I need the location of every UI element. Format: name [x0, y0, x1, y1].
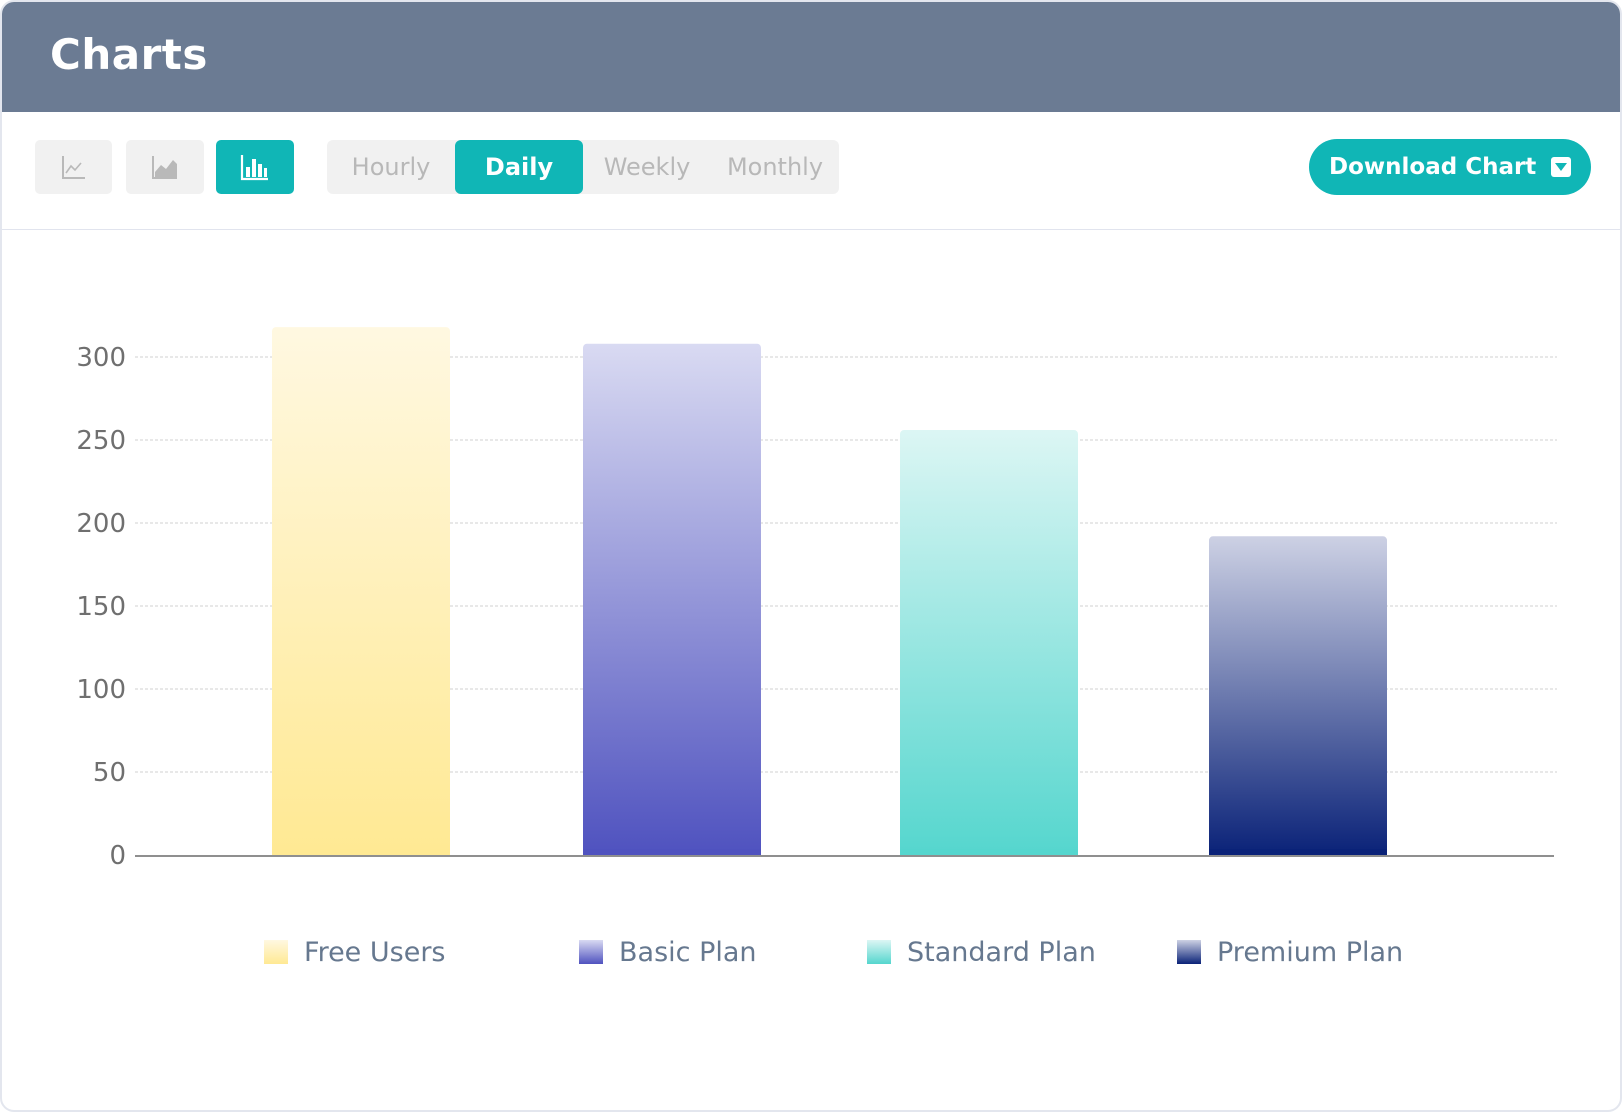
legend-item-free-users[interactable]: Free Users	[264, 932, 446, 972]
legend-swatch	[1177, 940, 1201, 964]
line-chart-button[interactable]	[35, 140, 112, 194]
card-header: Charts	[2, 2, 1620, 112]
y-tick-label: 100	[76, 675, 126, 705]
chart-toolbar: Hourly Daily Weekly Monthly Download Cha…	[2, 112, 1620, 230]
bar-chart-icon	[240, 155, 268, 181]
line-chart-icon	[61, 156, 85, 179]
area-chart-button[interactable]	[126, 140, 204, 194]
range-daily-button[interactable]: Daily	[455, 140, 583, 194]
download-chart-label: Download Chart	[1329, 154, 1537, 180]
range-weekly-button[interactable]: Weekly	[603, 153, 691, 181]
bar-chart-button[interactable]	[216, 140, 294, 194]
legend-swatch	[867, 940, 891, 964]
dropdown-arrow-icon	[1551, 157, 1571, 177]
legend-swatch	[579, 940, 603, 964]
y-tick-label: 50	[93, 758, 126, 788]
legend-item-premium-plan[interactable]: Premium Plan	[1177, 932, 1403, 972]
download-chart-button[interactable]: Download Chart	[1309, 139, 1591, 195]
chart-area: 0 50 100 150 200 250 300	[2, 232, 1620, 932]
legend-item-standard-plan[interactable]: Standard Plan	[867, 932, 1096, 972]
bar-premium-plan	[1209, 536, 1387, 855]
legend-label: Standard Plan	[907, 936, 1096, 968]
bar-chart: 0 50 100 150 200 250 300	[76, 327, 1557, 871]
bar-base-standard-plan	[900, 849, 1078, 855]
time-range-selector: Hourly Daily Weekly Monthly	[327, 140, 839, 194]
bar-base-basic-plan	[583, 849, 761, 855]
bar-standard-plan	[900, 430, 1078, 855]
y-tick-label: 200	[76, 509, 126, 539]
y-tick-label: 300	[76, 343, 126, 373]
y-tick-label: 0	[109, 841, 126, 871]
legend-label: Premium Plan	[1217, 936, 1404, 968]
bar-free-users	[272, 327, 450, 855]
range-monthly-button[interactable]: Monthly	[726, 153, 824, 181]
bar-basic-plan	[583, 343, 761, 855]
page-title: Charts	[50, 30, 208, 79]
bar-base-premium-plan	[1209, 849, 1387, 855]
range-hourly-button[interactable]: Hourly	[351, 153, 431, 181]
y-tick-label: 150	[76, 592, 126, 622]
chart-legend: Free Users Basic Plan Standard Plan Prem…	[2, 932, 1620, 972]
area-chart-icon	[152, 156, 177, 179]
legend-label: Free Users	[304, 936, 446, 968]
bar-base-free-users	[272, 849, 450, 855]
legend-item-basic-plan[interactable]: Basic Plan	[579, 932, 757, 972]
legend-swatch	[264, 940, 288, 964]
legend-label: Basic Plan	[619, 936, 757, 968]
y-tick-label: 250	[76, 426, 126, 456]
